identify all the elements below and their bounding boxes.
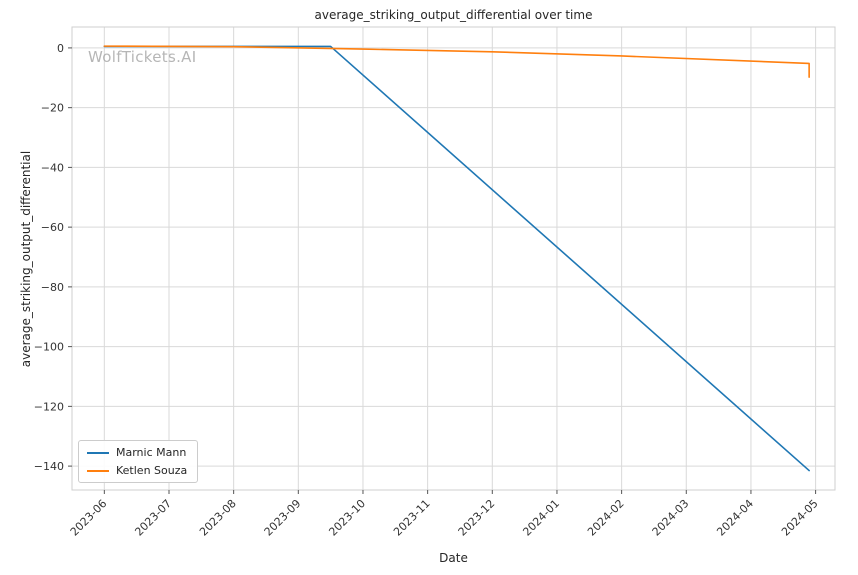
legend-item: Marnic Mann — [87, 446, 187, 459]
tick-marks — [68, 47, 817, 494]
series-line-ketlen-souza — [103, 45, 810, 78]
gridlines — [72, 27, 835, 490]
x-tick-label: 2023-11 — [391, 497, 433, 539]
y-tick-label: −20 — [41, 102, 64, 115]
y-tick-label: −40 — [41, 161, 64, 174]
x-tick-label: 2024-05 — [779, 497, 821, 539]
y-tick-label: −100 — [34, 341, 64, 354]
x-tick-label: 2023-08 — [197, 497, 239, 539]
y-tick-label: −140 — [34, 460, 64, 473]
x-tick-label: 2024-03 — [650, 497, 692, 539]
legend-line-swatch-blue — [87, 451, 109, 454]
legend: Marnic Mann Ketlen Souza — [78, 440, 199, 483]
x-tick-label: 2023-06 — [68, 497, 110, 539]
watermark: WolfTickets.AI — [88, 48, 197, 66]
y-axis-label: average_striking_output_differential — [19, 150, 33, 368]
x-axis-label: Date — [439, 551, 468, 565]
x-tick-label: 2023-12 — [456, 497, 498, 539]
series-line-marnic-mann — [103, 45, 810, 472]
chart-title: average_striking_output_differential ove… — [314, 8, 593, 22]
y-tick-label: 0 — [57, 42, 64, 55]
legend-label: Marnic Mann — [116, 446, 187, 459]
x-tick-label: 2024-02 — [585, 497, 627, 539]
legend-label: Ketlen Souza — [116, 464, 188, 477]
y-tick-label: −120 — [34, 400, 64, 413]
x-tick-label: 2024-01 — [520, 497, 562, 539]
x-tick-label: 2023-07 — [132, 497, 174, 539]
y-tick-label: −60 — [41, 221, 64, 234]
plot-border — [71, 26, 836, 491]
legend-line-swatch-orange — [87, 469, 109, 472]
legend-item: Ketlen Souza — [87, 464, 187, 477]
y-tick-label: −80 — [41, 281, 64, 294]
x-tick-label: 2024-04 — [714, 497, 756, 539]
x-tick-label: 2023-10 — [326, 497, 368, 539]
x-tick-label: 2023-09 — [262, 497, 304, 539]
